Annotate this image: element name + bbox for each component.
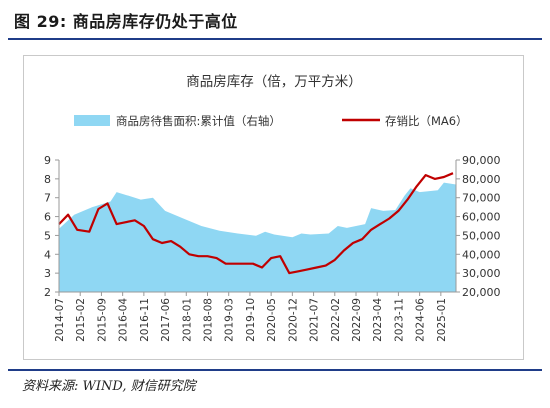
top-rule (8, 38, 542, 40)
legend-label-line: 存销比（MA6） (385, 114, 468, 128)
bottom-rule (8, 369, 542, 371)
x-tick-label: 2020-12 (287, 298, 299, 342)
y-left-tick-label: 2 (44, 286, 51, 299)
y-right-tick-label: 70,000 (462, 192, 501, 205)
source-note: 资料来源: WIND, 财信研究院 (22, 379, 196, 394)
figure-header: 图 29: 商品房库存仍处于高位 (0, 0, 550, 38)
x-tick-label: 2023-11 (393, 298, 405, 342)
y-right-tick-label: 60,000 (462, 211, 501, 224)
x-tick-label: 2022-09 (351, 298, 363, 342)
y-left-tick-label: 9 (44, 154, 51, 167)
x-tick-label: 2019-10 (245, 298, 257, 342)
x-tick-label: 2025-01 (436, 298, 448, 342)
line-layer (58, 172, 454, 275)
plot-area (59, 182, 456, 292)
x-tick-label: 2014-07 (54, 298, 66, 342)
y-left-tick-label: 8 (44, 173, 51, 186)
chart-title: 商品房库存（倍，万平方米） (186, 74, 362, 90)
area-series-fill (59, 182, 456, 292)
y-right-tick-label: 20,000 (462, 286, 501, 299)
x-tick-label: 2024-06 (415, 298, 427, 342)
x-tick-label: 2021-07 (309, 298, 321, 342)
y-left-tick-label: 3 (44, 267, 51, 280)
x-tick-label: 2015-02 (75, 298, 87, 342)
y-left-tick-label: 4 (44, 248, 51, 261)
x-tick-label: 2018-01 (181, 298, 193, 342)
axes: 2 3 4 5 6 7 8 9 20,000 30,000 40,000 50,000 60,000 70… (44, 154, 501, 342)
x-tick-label: 2018-08 (202, 298, 214, 342)
x-tick-label: 2016-04 (118, 298, 130, 342)
x-tick-label: 2019-03 (224, 298, 236, 342)
x-tick-label: 2022-02 (330, 298, 342, 342)
x-tick-label: 2017-06 (160, 298, 172, 342)
y-left-tick-label: 5 (44, 229, 51, 242)
y-right-tick-label: 30,000 (462, 267, 501, 280)
y-right-tick-label: 50,000 (462, 229, 501, 242)
x-tick-label: 2020-05 (266, 298, 278, 342)
chart-frame: 商品房库存（倍，万平方米） 商品房待售面积:累计值（右轴） 存销比（MA6） 2… (23, 55, 524, 360)
y-right-tick-label: 90,000 (462, 154, 501, 167)
y-right-tick-label: 40,000 (462, 248, 501, 261)
y-left-tick-label: 6 (44, 211, 51, 224)
legend-label-area: 商品房待售面积:累计值（右轴） (116, 114, 281, 128)
chart-svg: 商品房库存（倍，万平方米） 商品房待售面积:累计值（右轴） 存销比（MA6） 2… (44, 74, 501, 342)
figure-title: 图 29: 商品房库存仍处于高位 (14, 12, 238, 31)
y-right-tick-label: 80,000 (462, 173, 501, 186)
x-tick-label: 2015-09 (96, 298, 108, 342)
x-tick-label: 2016-11 (139, 298, 151, 342)
line-series (58, 172, 454, 275)
x-tick-label: 2023-04 (372, 298, 384, 342)
legend: 商品房待售面积:累计值（右轴） 存销比（MA6） (74, 114, 468, 128)
y-left-tick-label: 7 (44, 192, 51, 205)
legend-swatch-area (74, 115, 110, 126)
